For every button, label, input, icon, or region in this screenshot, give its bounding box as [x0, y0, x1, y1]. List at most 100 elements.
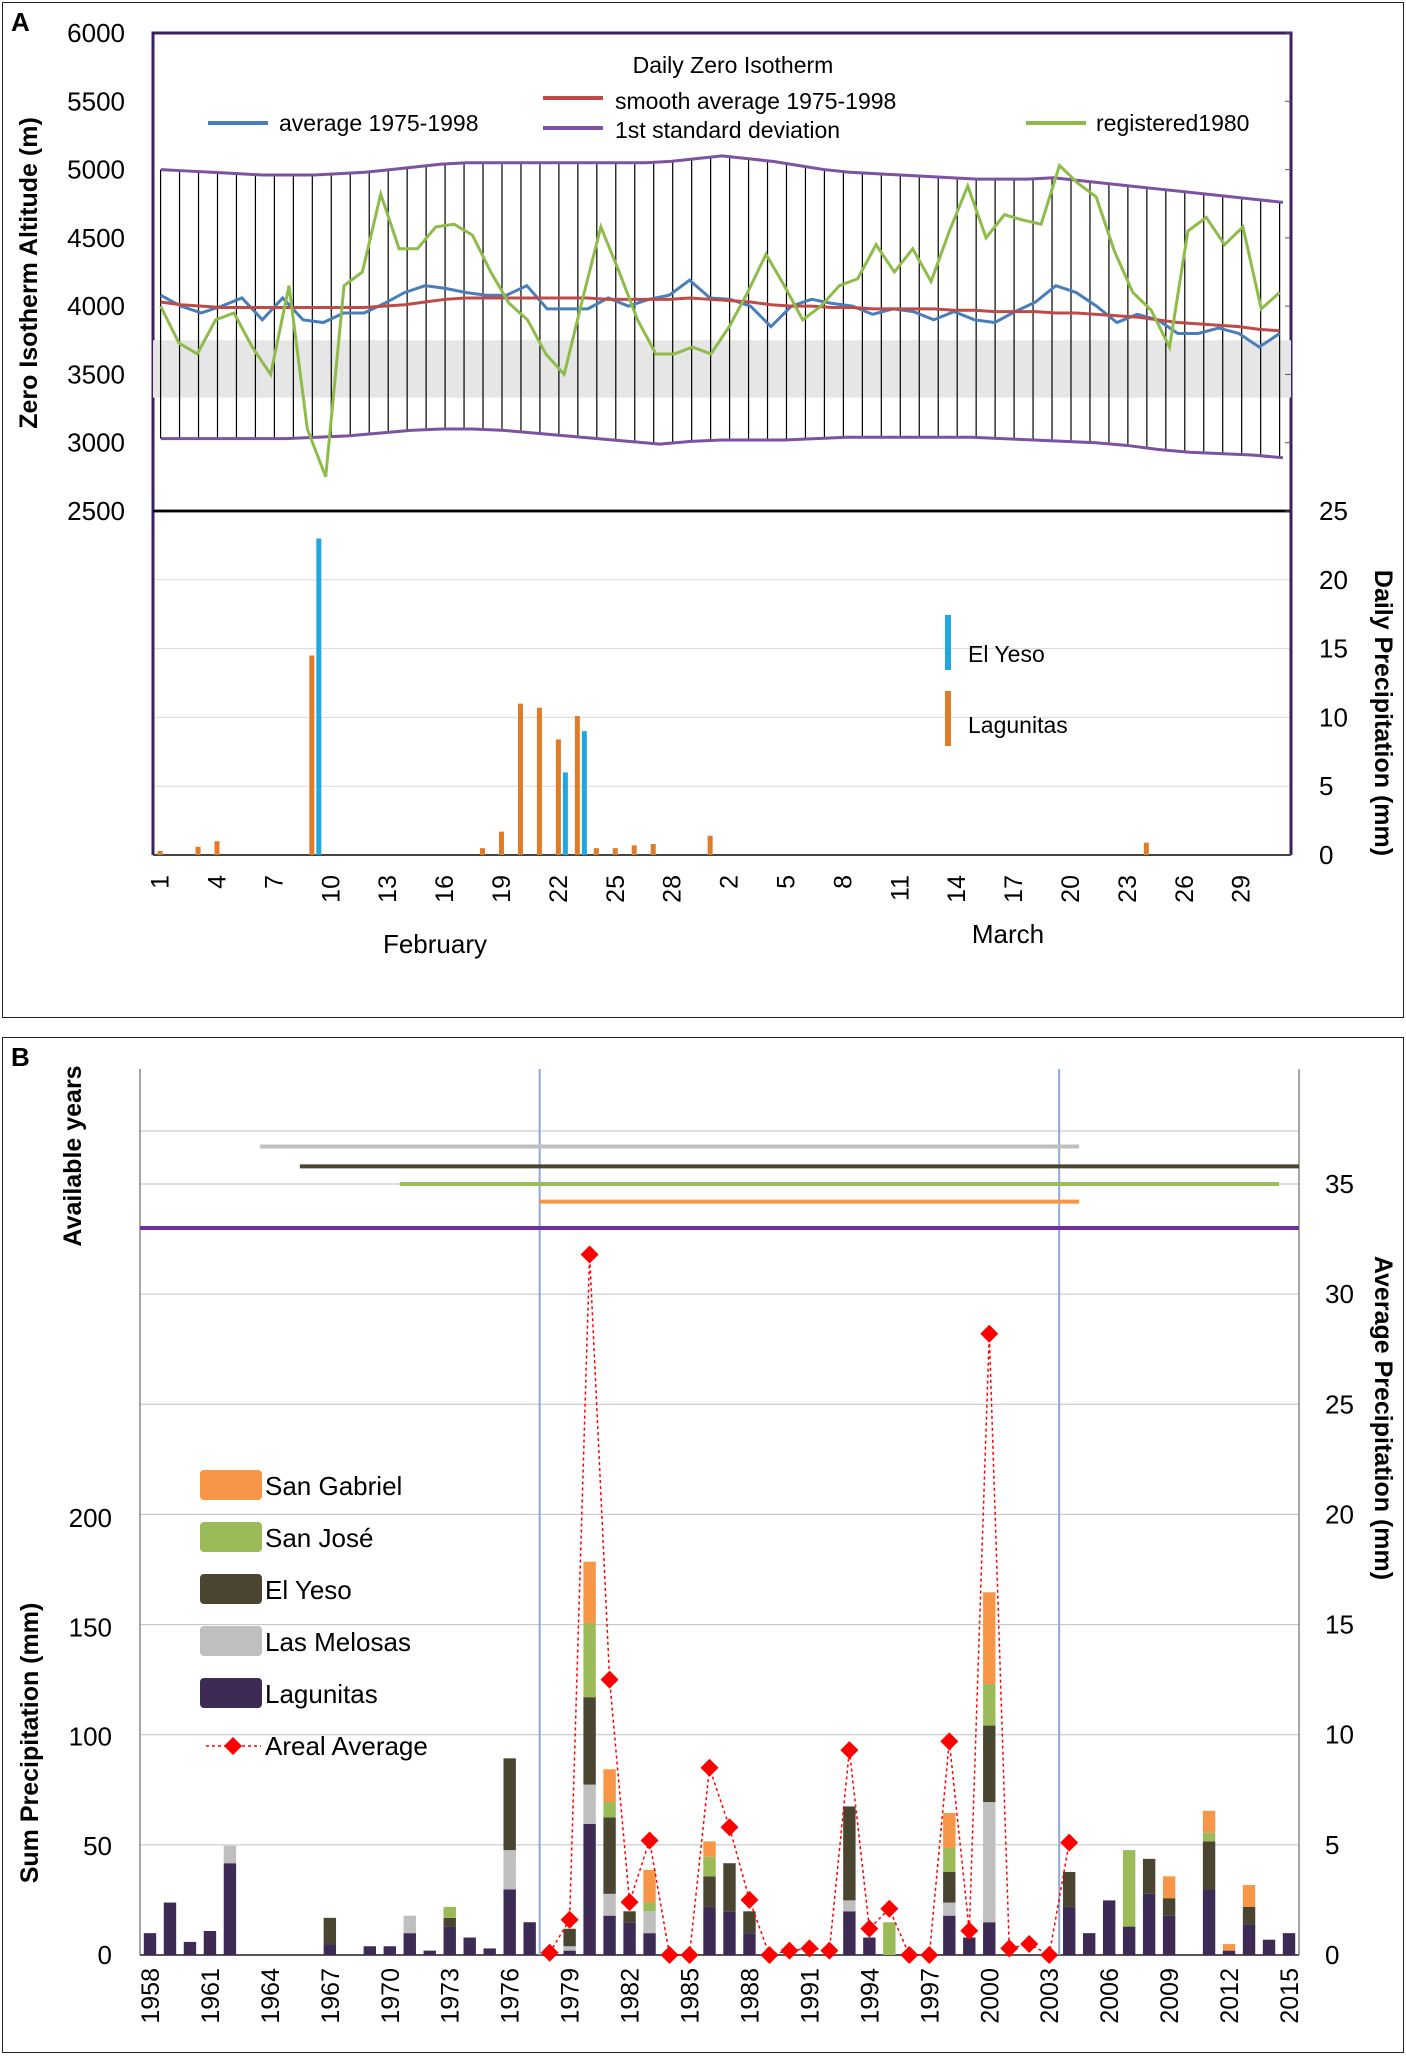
day-tick-label: 8 — [829, 875, 857, 889]
lagunitas-bar-segment — [163, 1902, 177, 1955]
las-melosas-bar-segment — [603, 1893, 616, 1916]
day-tick-label: 25 — [602, 875, 630, 903]
altitude-tick-label: 2500 — [67, 496, 125, 526]
san-jose-bar-segment — [943, 1847, 956, 1872]
lagunitas-bar — [498, 831, 504, 855]
day-tick-label: 20 — [1057, 875, 1085, 903]
lagunitas-bar-segment — [943, 1915, 956, 1955]
day-tick-label: 28 — [659, 875, 687, 903]
day-tick-label: 22 — [545, 875, 573, 903]
day-tick-label: 23 — [1114, 875, 1142, 903]
legend-san-gabriel-label: San Gabriel — [265, 1471, 402, 1501]
altitude-tick-label: 5500 — [67, 86, 125, 116]
lagunitas-bar-segment — [743, 1933, 756, 1955]
el-yeso-bar-segment — [1142, 1858, 1156, 1894]
san-jose-bar-segment — [643, 1902, 656, 1912]
lagunitas-bar-segment — [403, 1933, 416, 1955]
las-melosas-bar-segment — [503, 1850, 516, 1890]
year-tick-label: 1961 — [197, 1968, 225, 2024]
sum-precip-axis-title: Sum Precipitation (mm) — [16, 1603, 44, 1884]
areal-average-marker — [760, 1946, 779, 1964]
lagunitas-bar-segment — [483, 1948, 496, 1955]
san-gabriel-bar-segment — [583, 1561, 596, 1623]
lagunitas-bar — [555, 739, 561, 855]
legend-lagunitas-swatch — [945, 691, 951, 746]
year-tick-label: 2003 — [1036, 1968, 1064, 2024]
year-tick-label: 1988 — [736, 1968, 764, 2024]
panel-b-label: B — [11, 1042, 30, 1072]
lagunitas-bar — [309, 655, 315, 855]
san-gabriel-bar-segment — [703, 1841, 716, 1857]
el-yeso-bar-segment — [323, 1917, 337, 1945]
legend-el-yeso-label: El Yeso — [265, 1575, 352, 1605]
el-yeso-bar-segment — [623, 1911, 636, 1923]
las-melosas-bar-segment — [983, 1802, 996, 1923]
avg-precip-tick-label: 25 — [1325, 1389, 1354, 1419]
day-tick-label: 1 — [147, 875, 175, 889]
day-tick-label: 5 — [772, 875, 800, 889]
el-yeso-bar-segment — [563, 1928, 576, 1947]
lagunitas-bar-segment — [723, 1911, 736, 1955]
precip-tick-label: 15 — [1319, 634, 1348, 664]
lagunitas-bar-segment — [1063, 1906, 1076, 1955]
registered-1980-line — [159, 162, 1281, 478]
precip-tick-label: 5 — [1319, 771, 1333, 801]
lagunitas-bar-segment — [183, 1941, 197, 1955]
el-yeso-bar-segment — [443, 1917, 456, 1927]
las-melosas-bar-segment — [643, 1911, 656, 1934]
precip-tick-label: 25 — [1319, 496, 1348, 526]
day-tick-label: 16 — [431, 875, 459, 903]
areal-average-marker — [700, 1758, 719, 1777]
areal-average-marker — [1060, 1833, 1079, 1852]
available-years-axis-title: Available years — [59, 1065, 87, 1246]
lagunitas-bar-segment — [863, 1937, 876, 1955]
el-yeso-bar-segment — [583, 1697, 596, 1785]
areal-average-marker — [960, 1921, 979, 1940]
lagunitas-bar-segment — [603, 1915, 616, 1955]
year-tick-label: 1976 — [497, 1968, 525, 2024]
lagunitas-bar-segment — [523, 1922, 536, 1955]
areal-average-marker — [680, 1946, 699, 1964]
san-jose-bar-segment — [443, 1906, 456, 1918]
areal-average-marker — [560, 1910, 579, 1929]
day-tick-label: 2 — [716, 875, 744, 889]
year-tick-label: 2012 — [1216, 1968, 1244, 2024]
areal-average-marker — [980, 1324, 999, 1343]
sum-precip-tick-label: 50 — [83, 1831, 112, 1861]
std-dev-upper-line — [160, 154, 1284, 204]
lagunitas-bar-segment — [443, 1926, 456, 1955]
lagunitas-bar-segment — [423, 1950, 436, 1955]
el-yeso-bar-segment — [943, 1871, 956, 1903]
san-gabriel-bar-segment — [943, 1812, 956, 1848]
lagunitas-bar — [1143, 842, 1149, 855]
el-yeso-bar-segment — [843, 1806, 856, 1901]
precip-tick-label: 10 — [1319, 702, 1348, 732]
lagunitas-bar — [195, 846, 201, 855]
std-band-shade — [153, 340, 1291, 398]
altitude-tick-label: 5000 — [67, 155, 125, 185]
lagunitas-bar-segment — [323, 1944, 337, 1955]
legend-el-yeso-swatch — [945, 615, 951, 670]
sum-precip-tick-label: 100 — [69, 1722, 112, 1752]
year-tick-label: 2015 — [1276, 1968, 1304, 2024]
el-yeso-bar — [581, 731, 587, 855]
lagunitas-bar-segment — [363, 1946, 376, 1955]
lagunitas-bar — [517, 703, 523, 855]
lagunitas-bar-segment — [643, 1933, 656, 1955]
lagunitas-bar-segment — [1222, 1950, 1236, 1955]
san-gabriel-bar-segment — [603, 1769, 616, 1803]
el-yeso-bar-segment — [1162, 1898, 1176, 1916]
precip-tick-label: 20 — [1319, 565, 1348, 595]
areal-average-marker — [1020, 1934, 1039, 1953]
day-tick-label: 4 — [203, 875, 231, 889]
legend-el-yeso-swatch — [200, 1574, 262, 1604]
altitude-tick-label: 6000 — [67, 18, 125, 48]
san-jose-bar-segment — [1122, 1850, 1136, 1927]
day-tick-label: 10 — [317, 875, 345, 903]
san-jose-bar-segment — [1202, 1832, 1216, 1842]
lagunitas-bar — [631, 845, 637, 855]
areal-average-marker — [580, 1245, 599, 1264]
areal-average-marker — [840, 1741, 859, 1760]
san-jose-bar-segment — [983, 1684, 996, 1726]
